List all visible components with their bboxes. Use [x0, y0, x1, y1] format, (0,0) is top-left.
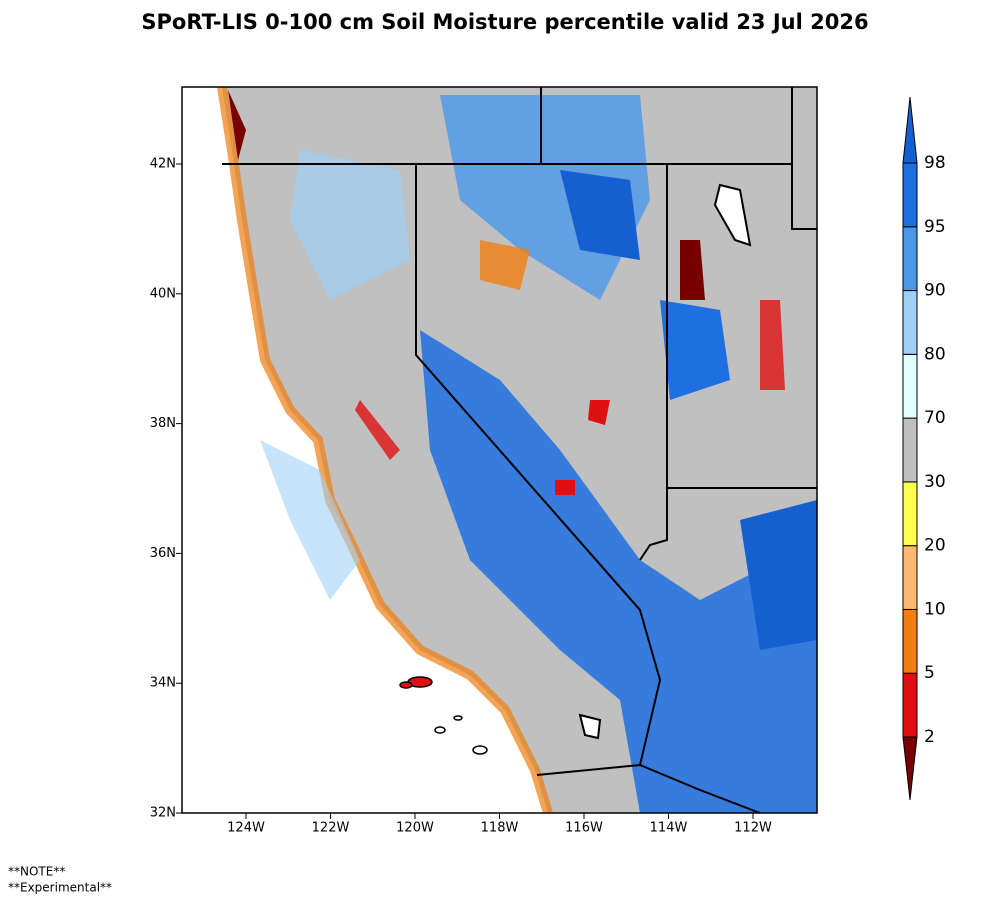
lat-label: 36N [150, 546, 176, 561]
lon-label: 114W [650, 821, 688, 836]
title: SPoRT-LIS 0-100 cm Soil Moisture percent… [141, 10, 868, 34]
lon-label: 122W [312, 821, 350, 836]
colorbar-box [902, 672, 918, 738]
lat-label: 42N [150, 157, 176, 172]
lon-label: 124W [227, 821, 265, 836]
lat-label: 34N [150, 676, 176, 691]
colorbar-label: 20 [924, 536, 946, 556]
colorbar-box [902, 290, 918, 355]
lon-label: 120W [396, 821, 434, 836]
colorbar-end [902, 736, 918, 801]
colorbar-label: 90 [924, 281, 946, 301]
map [182, 87, 817, 813]
colorbar-box [902, 417, 918, 483]
lat-label: 38N [150, 416, 176, 431]
colorbar-label: 10 [924, 599, 946, 619]
lon-label: 116W [565, 821, 603, 836]
colorbar-box [902, 608, 918, 674]
note: **Experimental** [8, 881, 112, 895]
colorbar-box [902, 353, 918, 419]
colorbar-label: 95 [924, 217, 946, 237]
colorbar-box [902, 481, 918, 547]
lat-label: 40N [150, 286, 176, 301]
colorbar-box [902, 226, 918, 292]
colorbar-end [902, 96, 918, 164]
colorbar-label: 2 [924, 727, 935, 747]
colorbar-box [902, 162, 918, 228]
colorbar-label: 30 [924, 472, 946, 492]
colorbar-label: 98 [924, 153, 946, 173]
borders [222, 87, 817, 813]
lat-label: 32N [150, 806, 176, 821]
colorbar-label: 5 [924, 663, 935, 683]
note: **NOTE** [8, 865, 65, 879]
lon-label: 118W [481, 821, 519, 836]
colorbar-label: 70 [924, 408, 946, 428]
lon-label: 112W [734, 821, 772, 836]
colorbar-box [902, 545, 918, 610]
colorbar-label: 80 [924, 344, 946, 364]
